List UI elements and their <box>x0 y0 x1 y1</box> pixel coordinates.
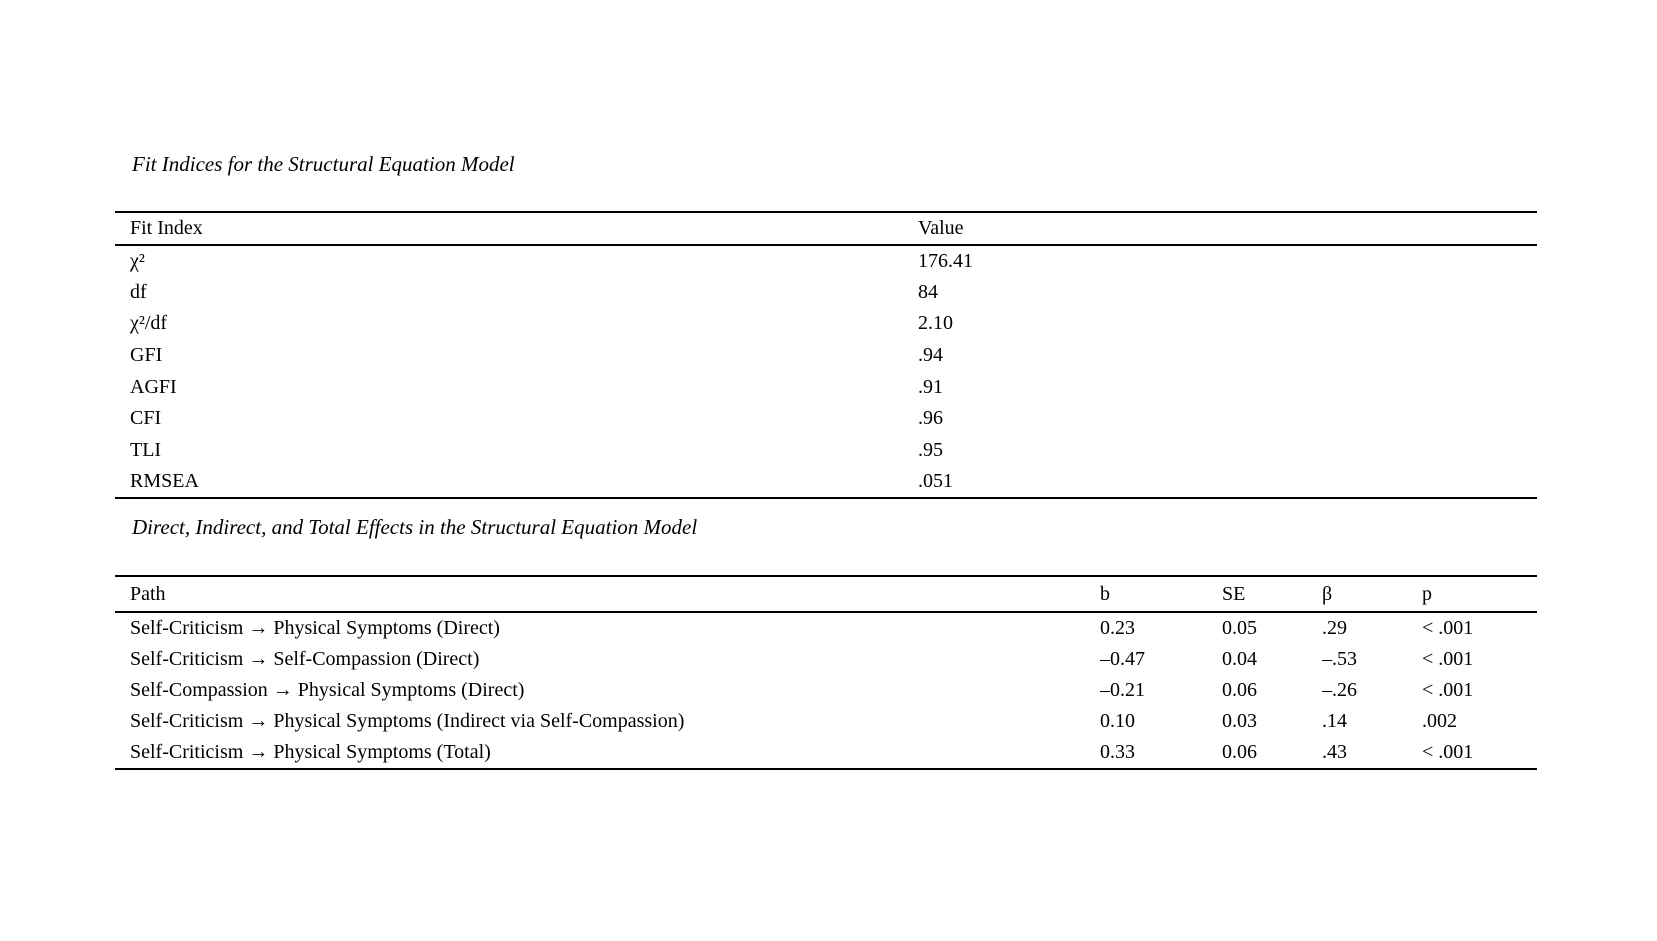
table-row: Self-Criticism → Physical Symptoms (Tota… <box>115 738 1537 769</box>
beta-cell: –.53 <box>1322 647 1357 670</box>
table-row: χ²/df 2.10 <box>115 308 1537 340</box>
se-cell: 0.05 <box>1222 616 1257 639</box>
table-row: χ² 176.41 <box>115 245 1537 277</box>
fit-index-cell: TLI <box>130 438 162 461</box>
table-row: df 84 <box>115 277 1537 309</box>
fit-index-column-header: Fit Index <box>115 212 918 246</box>
b-cell: 0.10 <box>1100 710 1135 733</box>
table-row: Self-Criticism → Self-Compassion (Direct… <box>115 643 1537 674</box>
fit-index-cell: GFI <box>130 344 163 367</box>
fit-value-cell: 176.41 <box>918 249 973 272</box>
se-cell: 0.06 <box>1222 678 1257 701</box>
se-cell: 0.04 <box>1222 647 1257 670</box>
table-row: Self-Criticism → Physical Symptoms (Indi… <box>115 706 1537 737</box>
fit-index-cell: RMSEA <box>130 469 199 492</box>
value-column-header: Value <box>918 212 1537 246</box>
fit-value-cell: .91 <box>918 375 943 398</box>
path-cell: Self-Compassion → Physical Symptoms (Dir… <box>130 678 525 701</box>
table-row: GFI .94 <box>115 340 1537 372</box>
fit-value-cell: .95 <box>918 438 943 461</box>
beta-cell: –.26 <box>1322 678 1357 701</box>
p-cell: < .001 <box>1422 678 1474 701</box>
effects-table-header-row: Path b SE β p <box>115 576 1537 613</box>
fit-value-cell: .96 <box>918 407 943 430</box>
fit-value-cell: .051 <box>918 469 953 492</box>
fit-index-cell: χ²/df <box>130 312 168 335</box>
table-row: RMSEA .051 <box>115 466 1537 498</box>
fit-index-cell: AGFI <box>130 375 177 398</box>
p-column-header: p <box>1422 576 1537 613</box>
effects-table-title: Direct, Indirect, and Total Effects in t… <box>132 515 698 539</box>
beta-column-header: β <box>1322 576 1422 613</box>
fit-index-cell: CFI <box>130 407 162 430</box>
p-cell: < .001 <box>1422 616 1474 639</box>
table-row: AGFI .91 <box>115 371 1537 403</box>
b-cell: –0.47 <box>1100 647 1145 670</box>
path-cell: Self-Criticism → Physical Symptoms (Indi… <box>130 710 685 733</box>
beta-cell: .14 <box>1322 710 1347 733</box>
path-column-header: Path <box>115 576 1100 613</box>
b-column-header: b <box>1100 576 1222 613</box>
b-cell: 0.33 <box>1100 741 1135 764</box>
fit-value-cell: .94 <box>918 344 943 367</box>
beta-cell: .43 <box>1322 741 1347 764</box>
se-column-header: SE <box>1222 576 1322 613</box>
path-cell: Self-Criticism → Self-Compassion (Direct… <box>130 647 480 670</box>
b-cell: 0.23 <box>1100 616 1135 639</box>
se-cell: 0.03 <box>1222 710 1257 733</box>
fit-index-cell: χ² <box>130 249 145 272</box>
table-row: Self-Criticism → Physical Symptoms (Dire… <box>115 612 1537 643</box>
table-row: Self-Compassion → Physical Symptoms (Dir… <box>115 675 1537 706</box>
p-cell: < .001 <box>1422 741 1474 764</box>
fit-table-header-row: Fit Index Value <box>115 212 1537 246</box>
path-cell: Self-Criticism → Physical Symptoms (Tota… <box>130 741 491 764</box>
fit-indices-table: Fit Index Value χ² 176.41 df 84 χ²/df 2.… <box>115 211 1537 499</box>
b-cell: –0.21 <box>1100 678 1145 701</box>
fit-value-cell: 2.10 <box>918 312 953 335</box>
path-cell: Self-Criticism → Physical Symptoms (Dire… <box>130 616 500 639</box>
fit-index-cell: df <box>130 280 147 303</box>
table-row: TLI .95 <box>115 435 1537 467</box>
beta-cell: .29 <box>1322 616 1347 639</box>
p-cell: < .001 <box>1422 647 1474 670</box>
p-cell: .002 <box>1422 710 1457 733</box>
fit-value-cell: 84 <box>918 280 938 303</box>
se-cell: 0.06 <box>1222 741 1257 764</box>
fit-indices-table-title: Fit Indices for the Structural Equation … <box>132 152 515 176</box>
table-row: CFI .96 <box>115 403 1537 435</box>
effects-table: Path b SE β p Self-Criticism → Physical … <box>115 575 1537 770</box>
